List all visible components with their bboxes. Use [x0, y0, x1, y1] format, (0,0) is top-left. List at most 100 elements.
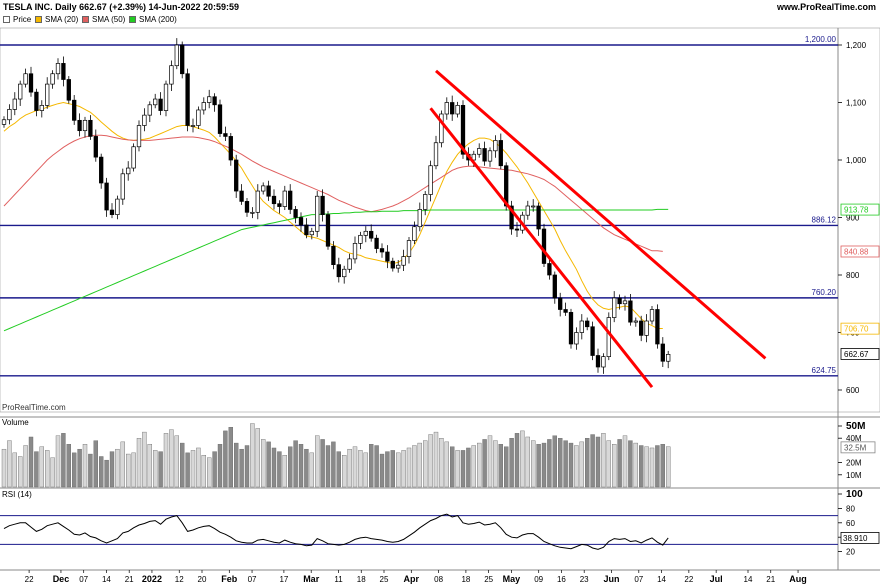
x-tick-label: 14 [102, 575, 111, 584]
candle-body [606, 317, 611, 357]
candle-body [23, 73, 28, 85]
legend-item-sma20[interactable]: SMA (20) [35, 15, 78, 24]
volume-bar [142, 431, 147, 488]
volume-bar [152, 450, 158, 488]
x-tick-label: 07 [248, 575, 257, 584]
volume-bar [185, 452, 190, 488]
volume-bar [55, 435, 61, 488]
candle-body [142, 114, 147, 126]
candle-body [255, 190, 260, 213]
volume-y-tick-label: 10M [846, 471, 862, 480]
volume-bar [147, 444, 153, 488]
volume-bar [7, 440, 12, 488]
volume-bar [261, 439, 266, 488]
candle-body [12, 98, 17, 110]
candle-body [444, 102, 449, 115]
legend-item-sma50[interactable]: SMA (50) [82, 15, 125, 24]
volume-bar [12, 452, 18, 488]
trendline [429, 107, 654, 389]
volume-bar [158, 451, 163, 488]
y-tick-label: 1,000 [846, 156, 867, 165]
volume-bar [23, 445, 28, 488]
legend-label-sma20: SMA (20) [45, 15, 79, 24]
watermark: ProRealTime.com [2, 403, 66, 412]
candle-body [50, 73, 55, 85]
volume-bar [50, 457, 55, 488]
price-marker-box [840, 322, 880, 335]
candle-body [574, 332, 579, 345]
legend-item-price[interactable]: Price [3, 15, 31, 24]
y-tick-label: 1,200 [846, 41, 867, 50]
candle-body [612, 297, 617, 318]
horizontal-level-label: 886.12 [812, 215, 837, 224]
volume-bar [649, 447, 655, 488]
volume-bar [531, 440, 536, 488]
volume-bar [223, 430, 228, 488]
candle-body [282, 190, 287, 207]
candle-body [45, 83, 50, 106]
volume-bar [428, 434, 433, 488]
candle-body [504, 165, 509, 207]
volume-bar [347, 448, 352, 488]
y-tick-label: 600 [846, 386, 860, 395]
volume-y-tick-label: 40M [846, 434, 862, 443]
volume-bar [352, 446, 358, 488]
volume-bar [585, 438, 590, 488]
candle-body [288, 190, 293, 210]
volume-bar [558, 438, 563, 488]
candle-body [1, 119, 7, 125]
sma-line-200 [3, 208, 669, 332]
volume-bar [82, 444, 88, 488]
volume-bar [390, 450, 395, 488]
site-link[interactable]: www.ProRealTime.com [776, 2, 876, 12]
volume-bar [298, 444, 304, 488]
candle-body [347, 258, 352, 270]
x-tick-label: 18 [357, 575, 366, 584]
volume-bar [239, 448, 244, 488]
candle-body [471, 153, 476, 161]
volume-bar [601, 433, 606, 488]
volume-bar [514, 433, 520, 488]
candle-body [163, 83, 169, 111]
candle-body [628, 300, 633, 323]
candle-body [552, 274, 557, 299]
x-tick-label: 17 [279, 575, 288, 584]
volume-bar [660, 444, 665, 488]
volume-bar [612, 444, 617, 488]
x-tick-label: Jul [710, 574, 723, 584]
candle-body [131, 146, 136, 169]
candle-body [180, 44, 185, 75]
candle-body [406, 240, 412, 257]
candle-body [277, 203, 282, 207]
volume-bar [271, 447, 277, 488]
candle-body [379, 248, 385, 253]
volume-bar [504, 446, 509, 488]
x-tick-label: 07 [79, 575, 88, 584]
volume-bar [34, 451, 39, 488]
candle-body [239, 190, 244, 202]
candle-body [331, 245, 336, 265]
legend-label-sma50: SMA (50) [92, 15, 126, 24]
volume-bar [125, 453, 131, 488]
candle-body [498, 140, 503, 167]
volume-bar [385, 451, 390, 488]
legend-item-sma200[interactable]: SMA (200) [129, 15, 177, 24]
volume-bar [552, 435, 557, 488]
candle-body [136, 125, 142, 148]
volume-bar [277, 451, 282, 488]
x-tick-label: Feb [221, 574, 238, 584]
candle-body [541, 228, 547, 264]
volume-bar [304, 448, 309, 488]
candle-body [271, 195, 277, 205]
candle-body [190, 125, 196, 127]
x-tick-label: 21 [125, 575, 134, 584]
candle-body [385, 251, 390, 262]
candle-body [266, 185, 271, 197]
candle-body [487, 150, 493, 162]
sma20-swatch-icon [35, 16, 42, 23]
volume-bar [71, 452, 77, 488]
candle-body [358, 234, 363, 244]
candle-body [595, 355, 601, 368]
candle-body [320, 195, 325, 215]
rsi-marker-label: 38.910 [843, 534, 868, 543]
